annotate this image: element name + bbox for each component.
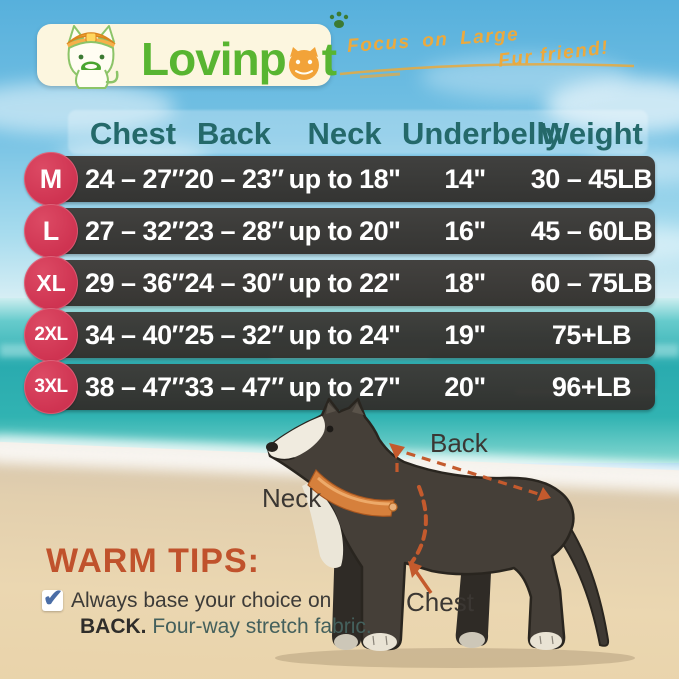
chest-value: 34 – 40″ <box>85 319 185 350</box>
paw-icon <box>329 11 349 28</box>
check-icon: ✔ <box>42 585 64 612</box>
column-header-weight: Weight <box>540 116 643 151</box>
cat-face-icon <box>288 47 319 80</box>
underbelly-value: 16" <box>444 215 486 246</box>
table-row: M 24 – 27″ 20 – 23″ up to 18" 14" 30 – 4… <box>24 152 655 206</box>
tip-text-bold: BACK. <box>80 615 147 638</box>
neck-value: up to 20" <box>288 215 401 246</box>
neck-value: up to 18" <box>288 163 401 194</box>
table-row: L 27 – 32″ 23 – 28″ up to 20" 16" 45 – 6… <box>24 204 655 258</box>
table-row: 3XL 38 – 47″ 33 – 47″ up to 27" 20" 96+L… <box>24 360 655 414</box>
column-header-back: Back <box>196 116 272 151</box>
chest-value: 38 – 47″ <box>85 371 185 402</box>
back-value: 25 – 32″ <box>184 319 284 350</box>
brand-text-2: t <box>321 33 337 85</box>
chest-value: 29 – 36″ <box>85 267 185 298</box>
underbelly-value: 18" <box>444 267 486 298</box>
weight-value: 30 – 45LB <box>530 163 653 194</box>
back-value: 20 – 23″ <box>184 163 284 194</box>
back-measure-label: Back <box>430 428 488 458</box>
back-value: 23 – 28″ <box>184 215 284 246</box>
column-header-underbelly: Underbelly <box>402 116 563 151</box>
size-badge: L <box>24 204 78 258</box>
size-badge: M <box>24 152 78 206</box>
tip-line-2: BACK. Four-way stretch fabric. <box>80 614 372 639</box>
tagline-underline <box>339 62 635 79</box>
brand-logo: Lovinp t <box>37 11 349 89</box>
back-value: 24 – 30″ <box>184 267 284 298</box>
weight-value: 96+LB <box>551 371 632 402</box>
brand-text-1: Lovinp <box>141 33 287 85</box>
chest-value: 24 – 27″ <box>85 163 185 194</box>
weight-value: 75+LB <box>551 319 632 350</box>
mascot-cat-icon <box>66 25 119 89</box>
underbelly-value: 14" <box>444 163 486 194</box>
column-header-chest: Chest <box>89 116 177 151</box>
column-header-neck: Neck <box>307 116 382 151</box>
size-badge: 3XL <box>24 360 78 414</box>
cloud <box>545 78 679 133</box>
table-header-row: Chest Back Neck Underbelly Weight <box>40 112 655 156</box>
table-row: XL 29 – 36″ 24 – 30″ up to 22" 18" 60 – … <box>24 256 655 310</box>
weight-value: 45 – 60LB <box>530 215 653 246</box>
table-header-band <box>68 110 648 154</box>
size-badge: 2XL <box>24 308 78 362</box>
size-table: Chest Back Neck Underbelly Weight M 24 –… <box>24 112 655 416</box>
table-row: 2XL 34 – 40″ 25 – 32″ up to 24" 19" 75+L… <box>24 308 655 362</box>
dog-illustration <box>266 397 635 668</box>
neck-value: up to 24" <box>288 319 401 350</box>
brand-wordmark: Lovinp t <box>141 11 349 86</box>
tip-text-rest: Four-way stretch fabric. <box>152 615 372 638</box>
tip-text-1: Always base your choice on <box>71 589 332 612</box>
neck-value: up to 27" <box>288 371 401 402</box>
chest-value: 27 – 32″ <box>85 215 185 246</box>
weight-value: 60 – 75LB <box>530 267 653 298</box>
size-badge: XL <box>24 256 78 310</box>
neck-measure-label: Neck <box>262 483 322 513</box>
neck-value: up to 22" <box>288 267 401 298</box>
back-value: 33 – 47″ <box>184 371 284 402</box>
chest-measure-label: Chest <box>406 587 474 617</box>
warm-tips-title: WARM TIPS: <box>46 542 260 580</box>
cloud <box>420 55 630 99</box>
cloud <box>0 82 175 134</box>
underbelly-value: 19" <box>444 319 486 350</box>
underbelly-value: 20" <box>444 371 486 402</box>
tip-line-1: ✔ Always base your choice on <box>42 585 332 613</box>
